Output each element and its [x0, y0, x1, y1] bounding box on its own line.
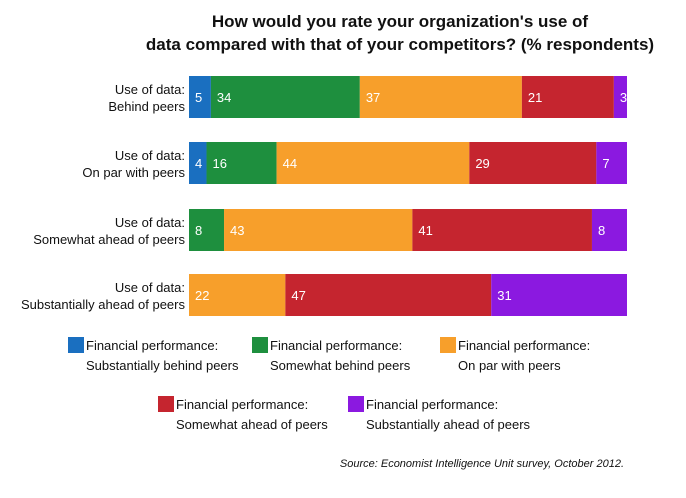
legend-label: Somewhat behind peers — [270, 358, 411, 373]
bar-segment — [189, 76, 211, 118]
legend-label: Financial performance: — [270, 338, 402, 353]
legend-label: Substantially behind peers — [86, 358, 239, 373]
legend-swatch — [252, 337, 268, 353]
bar-segment — [189, 274, 286, 316]
bar-segment — [521, 76, 614, 118]
bar-segment — [189, 209, 225, 251]
bar-segment — [613, 76, 627, 118]
data-label: 21 — [528, 90, 542, 105]
category-label: On par with peers — [82, 165, 185, 180]
legend-swatch — [68, 337, 84, 353]
bar-segment — [224, 209, 413, 251]
category-label: Use of data: — [115, 215, 185, 230]
legend-label: On par with peers — [458, 358, 561, 373]
chart-title-line-2: data compared with that of your competit… — [145, 35, 655, 54]
chart-title: How would you rate your organization's u… — [120, 10, 680, 56]
bar-segment — [591, 209, 627, 251]
data-label: 29 — [475, 156, 489, 171]
category-label: Behind peers — [108, 99, 185, 114]
category-label: Somewhat ahead of peers — [33, 232, 185, 247]
legend-label: Financial performance: — [86, 338, 218, 353]
chart-title-line-1: How would you rate your organization's u… — [211, 12, 589, 31]
data-label: 22 — [195, 288, 209, 303]
data-label: 8 — [598, 223, 605, 238]
bar-segment — [276, 142, 470, 184]
bar-segment — [596, 142, 627, 184]
data-label: 43 — [230, 223, 244, 238]
data-label: 37 — [366, 90, 380, 105]
data-label: 3 — [620, 90, 627, 105]
source-note: Source: Economist Intelligence Unit surv… — [339, 458, 624, 470]
data-label: 5 — [195, 90, 202, 105]
data-label: 41 — [418, 223, 432, 238]
legend-label: Somewhat ahead of peers — [176, 417, 328, 432]
category-label: Use of data: — [115, 148, 185, 163]
legend-label: Financial performance: — [176, 397, 308, 412]
bar-segment — [412, 209, 592, 251]
bar-segment — [210, 76, 360, 118]
data-label: 31 — [497, 288, 511, 303]
bar-segment — [285, 274, 492, 316]
legend-label: Financial performance: — [366, 397, 498, 412]
legend-swatch — [158, 396, 174, 412]
legend-label: Substantially ahead of peers — [366, 417, 531, 432]
data-label: 16 — [213, 156, 227, 171]
data-label: 47 — [291, 288, 305, 303]
category-label: Use of data: — [115, 280, 185, 295]
bar-segment — [469, 142, 597, 184]
bar-segment — [206, 142, 277, 184]
legend-swatch — [440, 337, 456, 353]
category-label: Substantially ahead of peers — [21, 297, 186, 312]
data-label: 44 — [283, 156, 297, 171]
bar-segment — [359, 76, 522, 118]
data-label: 4 — [195, 156, 202, 171]
data-label: 7 — [602, 156, 609, 171]
bar-segment — [189, 142, 207, 184]
data-label: 34 — [217, 90, 231, 105]
legend-swatch — [348, 396, 364, 412]
category-label: Use of data: — [115, 82, 185, 97]
bar-segment — [491, 274, 627, 316]
data-label: 8 — [195, 223, 202, 238]
legend-label: Financial performance: — [458, 338, 590, 353]
